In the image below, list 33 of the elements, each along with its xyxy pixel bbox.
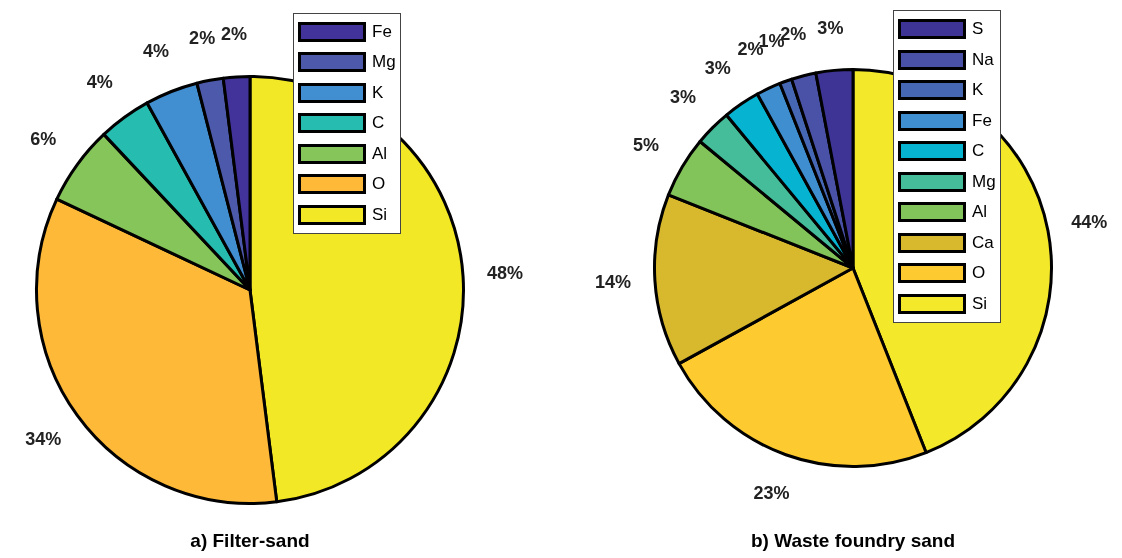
legend-label: Al: [972, 202, 988, 223]
text: b) Waste foundry sand: [750, 530, 956, 552]
data-label: 6%: [30, 128, 57, 149]
data-label: 44%: [1071, 211, 1108, 232]
text: a) Filter-sand: [190, 530, 310, 552]
legend-label: S: [972, 19, 984, 40]
legend-label: O: [372, 174, 386, 195]
data-label: 4%: [142, 41, 169, 62]
legend-label: Ca: [972, 232, 994, 253]
legend-label: O: [972, 263, 986, 284]
data-label: 4%: [86, 72, 113, 93]
data-label: 2%: [220, 23, 247, 44]
data-label: 48%: [486, 262, 524, 283]
legend-label: Si: [372, 204, 388, 225]
data-label: 23%: [753, 483, 790, 504]
legend-label: Al: [372, 143, 388, 164]
data-label: 3%: [817, 17, 844, 38]
legend-label: K: [372, 82, 384, 103]
legend-label: Fe: [372, 21, 392, 42]
data-label: 5%: [632, 134, 659, 155]
legend-label: Si: [972, 293, 988, 314]
legend-label: Na: [972, 49, 994, 70]
data-label: 14%: [594, 272, 631, 293]
legend-label: C: [372, 113, 385, 134]
data-label: 34%: [25, 429, 62, 450]
legend-label: K: [972, 80, 984, 101]
legend-label: Mg: [972, 171, 996, 192]
data-label: 2%: [189, 27, 216, 48]
legend-label: Fe: [972, 110, 992, 131]
legend-label: C: [972, 141, 985, 162]
data-label: 3%: [669, 86, 696, 107]
legend-label: Mg: [372, 52, 396, 73]
data-label: 3%: [704, 58, 731, 79]
